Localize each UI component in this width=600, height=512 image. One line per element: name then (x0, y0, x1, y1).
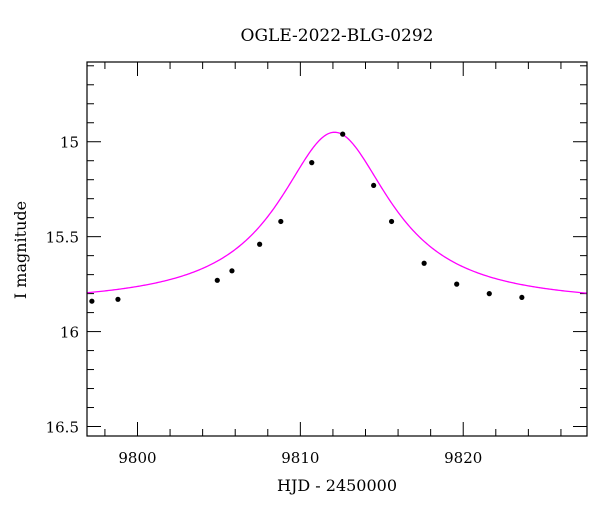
y-tick-label: 16.5 (46, 419, 79, 437)
axis-ticks (87, 62, 587, 436)
data-point (309, 160, 315, 166)
data-point (388, 218, 395, 225)
data-point (257, 241, 263, 247)
data-point (421, 260, 427, 266)
chart-title: OGLE-2022-BLG-0292 (241, 26, 434, 46)
data-point (371, 182, 377, 189)
x-tick-label: 9810 (281, 449, 319, 467)
plot-frame (86, 61, 588, 437)
y-tick-label: 15 (60, 134, 79, 152)
model-curve (86, 131, 588, 294)
y-tick-label: 16 (60, 324, 79, 342)
y-axis-label: I magnitude (11, 201, 30, 299)
x-tick-label: 9820 (444, 449, 482, 467)
data-point (278, 218, 284, 225)
data-point (519, 294, 525, 301)
x-tick-label: 9800 (118, 449, 156, 467)
data-point (115, 296, 121, 302)
data-point (89, 298, 95, 304)
data-point (214, 277, 220, 283)
data-points (89, 131, 525, 304)
data-point (486, 291, 492, 297)
data-point (340, 131, 346, 137)
x-axis-label: HJD - 2450000 (277, 476, 397, 495)
tick-labels: 9800 9810 9820 15 15.5 16 16.5 (46, 134, 483, 467)
data-point (229, 268, 235, 274)
y-tick-label: 15.5 (46, 229, 79, 247)
data-point (454, 281, 460, 287)
